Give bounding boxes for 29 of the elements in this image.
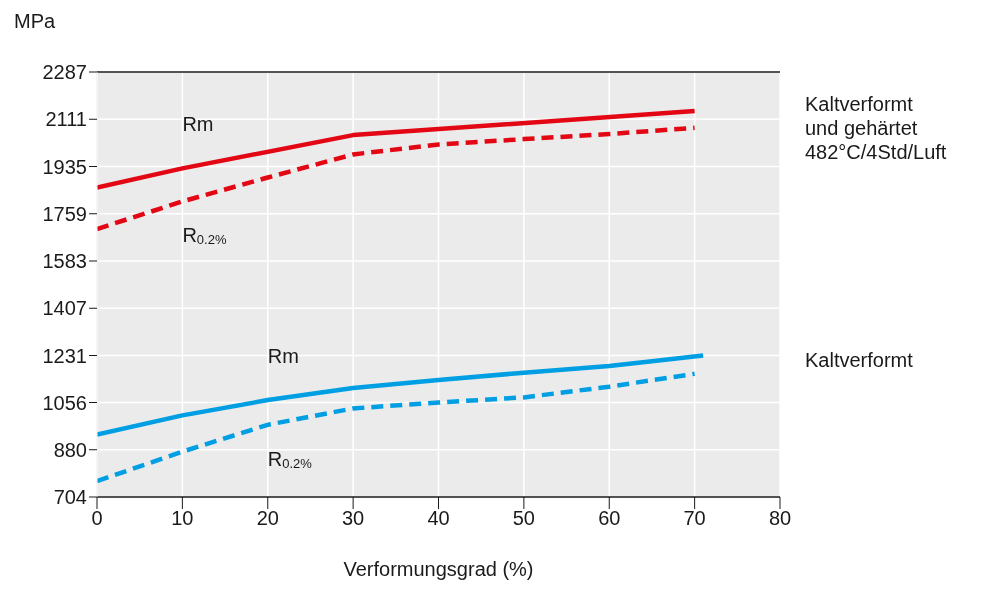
x-axis-title: Verformungsgrad (%): [343, 558, 534, 580]
x-tick-label: 30: [342, 507, 365, 530]
line-series: [97, 108, 697, 190]
series-label: R$_{0.2%}$: [182, 224, 227, 248]
x-tick-label: 60: [598, 507, 621, 530]
y-tick-label: 1407: [42, 297, 87, 320]
line-series: [97, 371, 697, 484]
y-tick-label: 1759: [42, 202, 87, 225]
y-tick-label: 1935: [42, 155, 87, 178]
y-tick-label: 2287: [42, 61, 87, 84]
y-tick-label: 1056: [42, 391, 87, 414]
y-tick-label: 880: [53, 438, 87, 461]
x-tick-label: 0: [91, 507, 103, 530]
x-tick-label: 80: [768, 507, 792, 530]
series-label: Rm: [267, 345, 299, 368]
text: Kaltverformt und gehärtet 482°C/4Std/Luft: [805, 92, 947, 164]
series-label: R$_{0.2%}$: [267, 448, 313, 472]
y-tick-label: 1583: [42, 250, 87, 273]
y-tick-label: 704: [53, 486, 87, 509]
text: Kaltverformt: [805, 348, 913, 372]
y-axis-title: MPa: [14, 10, 56, 33]
y-tick-label: 1231: [42, 344, 87, 367]
x-tick-label: 50: [512, 507, 535, 530]
x-tick-label: 10: [171, 507, 194, 530]
series-label: Rm: [182, 113, 214, 136]
x-tick-label: 20: [256, 507, 279, 530]
y-tick-label: 2111: [45, 108, 87, 131]
x-tick-label: 70: [683, 507, 706, 530]
x-tick-label: 40: [427, 507, 450, 530]
